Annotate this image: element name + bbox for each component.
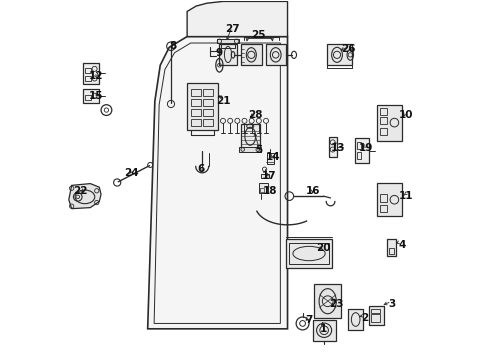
- Text: 17: 17: [262, 171, 276, 181]
- Text: 18: 18: [262, 186, 276, 196]
- Bar: [376, 183, 401, 216]
- Bar: [312, 320, 335, 341]
- Bar: [370, 309, 380, 313]
- Text: 19: 19: [359, 143, 373, 153]
- Bar: [258, 183, 267, 193]
- Bar: [85, 95, 90, 100]
- Text: 26: 26: [341, 44, 355, 54]
- Text: 5: 5: [255, 144, 262, 154]
- Bar: [241, 125, 259, 148]
- Bar: [379, 117, 386, 125]
- Text: 14: 14: [265, 152, 280, 162]
- Bar: [203, 99, 213, 106]
- Text: 8: 8: [169, 41, 176, 50]
- Bar: [260, 188, 264, 192]
- Bar: [190, 99, 201, 106]
- Bar: [83, 89, 99, 103]
- Bar: [328, 137, 336, 157]
- Text: 9: 9: [215, 48, 223, 58]
- Polygon shape: [216, 40, 239, 43]
- Bar: [379, 194, 386, 202]
- Bar: [85, 76, 90, 81]
- Bar: [83, 63, 99, 84]
- Bar: [266, 153, 273, 164]
- Text: 21: 21: [215, 96, 230, 106]
- Bar: [314, 284, 341, 318]
- Bar: [190, 109, 201, 116]
- Bar: [190, 89, 201, 96]
- Text: 20: 20: [316, 243, 330, 253]
- Bar: [370, 315, 380, 321]
- Bar: [190, 119, 201, 126]
- Bar: [285, 239, 332, 268]
- Text: 3: 3: [387, 299, 394, 309]
- Bar: [354, 138, 368, 163]
- Bar: [379, 128, 386, 135]
- Text: 16: 16: [305, 186, 319, 196]
- Text: 24: 24: [124, 168, 139, 178]
- Text: 12: 12: [88, 71, 102, 81]
- Bar: [379, 205, 386, 212]
- Text: 22: 22: [73, 186, 87, 196]
- Bar: [85, 68, 90, 73]
- Bar: [376, 105, 401, 140]
- Polygon shape: [147, 37, 287, 329]
- Text: 27: 27: [224, 24, 239, 35]
- Text: 28: 28: [247, 111, 262, 121]
- Bar: [241, 44, 261, 65]
- Bar: [260, 174, 268, 178]
- Bar: [203, 89, 213, 96]
- Text: 10: 10: [398, 111, 412, 121]
- Bar: [203, 109, 213, 116]
- Bar: [265, 44, 285, 65]
- Bar: [239, 147, 261, 152]
- Bar: [388, 248, 393, 253]
- Bar: [386, 239, 395, 256]
- Text: 15: 15: [88, 91, 102, 101]
- Text: 25: 25: [251, 30, 265, 40]
- Bar: [326, 44, 351, 65]
- Text: 7: 7: [305, 315, 312, 325]
- Bar: [187, 83, 217, 130]
- Bar: [219, 44, 236, 65]
- Bar: [368, 306, 383, 325]
- Bar: [203, 119, 213, 126]
- Polygon shape: [69, 184, 101, 209]
- Text: 4: 4: [398, 239, 405, 249]
- Bar: [356, 152, 361, 159]
- Text: 1: 1: [319, 324, 326, 334]
- Bar: [289, 243, 328, 264]
- Bar: [221, 41, 234, 48]
- Bar: [356, 142, 361, 149]
- Text: 23: 23: [328, 299, 343, 309]
- Text: 11: 11: [398, 191, 412, 201]
- Text: 2: 2: [360, 313, 367, 323]
- Text: 13: 13: [330, 143, 344, 153]
- Polygon shape: [187, 1, 287, 37]
- Bar: [379, 108, 386, 115]
- Bar: [348, 309, 362, 330]
- Text: 6: 6: [198, 164, 204, 174]
